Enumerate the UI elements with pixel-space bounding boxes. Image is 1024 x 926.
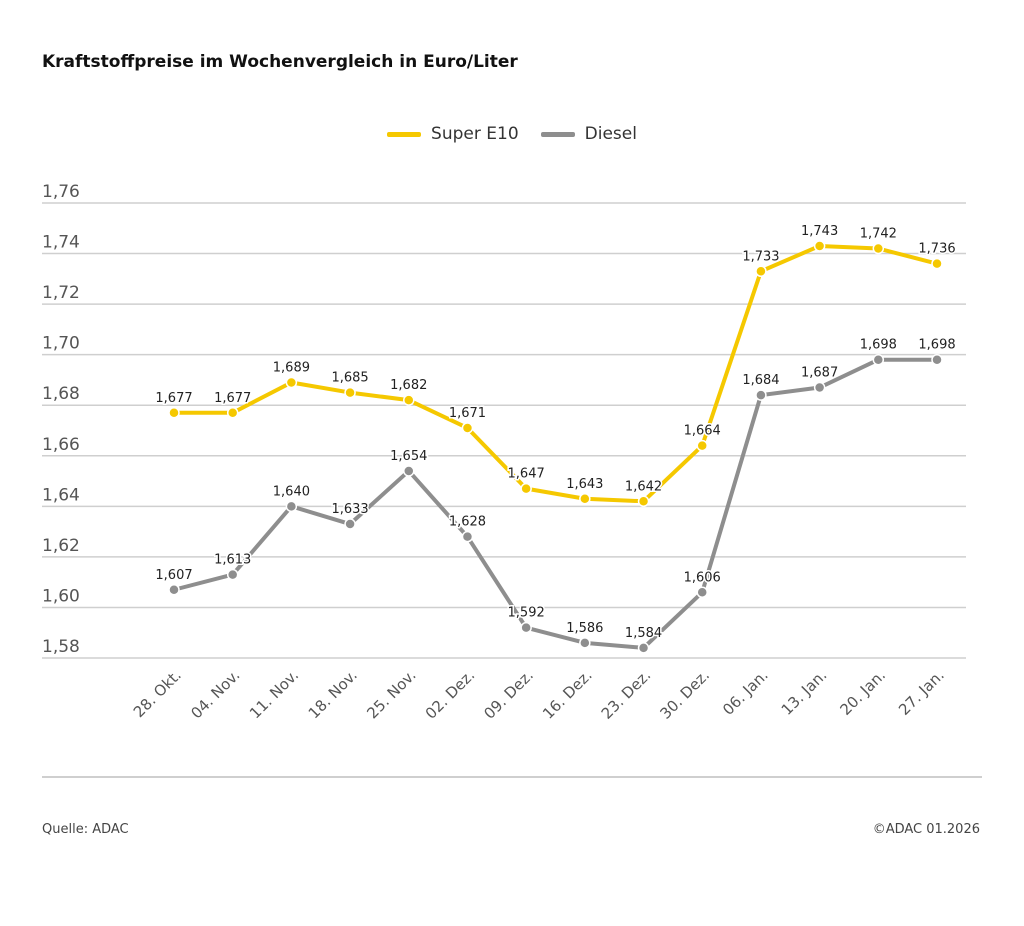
legend-swatch xyxy=(540,131,575,137)
data-point xyxy=(579,493,591,505)
data-label: 1,742 xyxy=(860,227,897,242)
data-label: 1,689 xyxy=(273,360,310,375)
data-point xyxy=(931,353,943,366)
data-point xyxy=(813,381,826,394)
y-tick-label: 1,72 xyxy=(42,283,80,303)
data-label: 1,743 xyxy=(801,224,838,239)
legend-swatch xyxy=(387,131,422,137)
series-line-super-e10 xyxy=(174,243,938,504)
data-point xyxy=(872,242,885,255)
x-tick-label: 18. Nov. xyxy=(305,666,361,722)
data-label: 1,584 xyxy=(625,626,662,641)
data-point xyxy=(520,482,532,495)
legend-item-diesel: Diesel xyxy=(540,124,637,144)
data-label: 1,647 xyxy=(508,467,545,482)
data-label: 1,654 xyxy=(390,449,427,464)
data-point xyxy=(637,495,650,508)
data-point xyxy=(931,257,943,270)
data-label: 1,633 xyxy=(331,502,368,517)
data-point xyxy=(168,407,180,419)
series-line-diesel xyxy=(173,357,937,650)
data-label: 1,586 xyxy=(566,621,603,636)
data-point xyxy=(813,240,826,252)
x-tick-label: 09. Dez. xyxy=(480,666,537,723)
x-tick-label: 06. Jan. xyxy=(719,666,772,719)
y-tick-label: 1,70 xyxy=(42,334,80,354)
y-tick-label: 1,76 xyxy=(42,182,80,202)
source-note: Quelle: ADAC xyxy=(42,822,129,837)
x-tick-label: 28. Okt. xyxy=(130,666,185,721)
x-tick-label: 04. Nov. xyxy=(187,666,243,722)
data-point xyxy=(696,439,708,452)
data-point xyxy=(226,407,239,419)
data-label: 1,640 xyxy=(273,484,310,499)
data-point xyxy=(344,518,356,530)
data-point xyxy=(403,465,415,477)
data-label: 1,685 xyxy=(331,371,368,386)
data-point xyxy=(344,386,356,399)
data-point xyxy=(461,530,474,543)
x-tick-label: 27. Jan. xyxy=(895,666,948,719)
data-label: 1,664 xyxy=(684,424,721,439)
x-tick-label: 13. Jan. xyxy=(778,666,831,719)
data-label: 1,628 xyxy=(449,515,486,530)
data-label: 1,733 xyxy=(742,249,779,264)
legend: Super E10 Diesel xyxy=(0,124,1024,144)
y-tick-label: 1,66 xyxy=(42,435,80,455)
data-label: 1,698 xyxy=(860,338,897,353)
x-tick-label: 16. Dez. xyxy=(539,666,596,723)
y-tick-label: 1,62 xyxy=(42,536,80,556)
data-label: 1,684 xyxy=(742,373,779,388)
data-label: 1,613 xyxy=(214,553,251,568)
y-tick-label: 1,74 xyxy=(42,233,80,253)
data-point xyxy=(403,394,415,406)
y-tick-label: 1,64 xyxy=(42,485,80,505)
data-point xyxy=(755,265,767,277)
x-tick-label: 02. Dez. xyxy=(422,666,479,723)
data-label: 1,606 xyxy=(684,570,721,585)
chart-title: Kraftstoffpreise im Wochenvergleich in E… xyxy=(42,52,518,72)
data-label: 1,677 xyxy=(214,391,251,406)
data-point xyxy=(755,389,767,401)
data-point xyxy=(168,584,180,596)
data-point xyxy=(637,642,650,654)
data-label: 1,671 xyxy=(449,406,486,421)
data-point xyxy=(520,621,532,634)
y-tick-label: 1,68 xyxy=(42,384,80,404)
data-label: 1,643 xyxy=(566,477,603,492)
data-label: 1,698 xyxy=(918,338,955,353)
legend-item-super-e10: Super E10 xyxy=(387,124,519,144)
data-point xyxy=(461,422,474,434)
data-label: 1,687 xyxy=(801,366,838,381)
legend-label: Diesel xyxy=(584,124,637,144)
copyright-note: ©ADAC 01.2026 xyxy=(872,822,980,837)
data-label: 1,677 xyxy=(155,391,192,406)
data-point xyxy=(226,568,239,581)
x-tick-label: 30. Dez. xyxy=(656,666,713,723)
data-point xyxy=(285,500,298,513)
data-label: 1,592 xyxy=(508,606,545,621)
data-label: 1,682 xyxy=(390,378,427,393)
data-label: 1,736 xyxy=(918,242,955,257)
x-tick-label: 20. Jan. xyxy=(836,666,889,719)
y-tick-label: 1,58 xyxy=(42,637,80,657)
x-tick-label: 25. Nov. xyxy=(363,666,419,722)
data-point xyxy=(696,586,708,599)
divider xyxy=(42,776,982,778)
data-label: 1,607 xyxy=(155,568,192,583)
data-point xyxy=(285,376,298,389)
data-point xyxy=(872,353,885,366)
data-label: 1,642 xyxy=(625,479,662,494)
x-tick-label: 23. Dez. xyxy=(598,666,655,723)
y-tick-label: 1,60 xyxy=(42,586,80,606)
data-point xyxy=(579,637,591,649)
legend-label: Super E10 xyxy=(431,124,519,144)
x-tick-label: 11. Nov. xyxy=(246,666,302,722)
